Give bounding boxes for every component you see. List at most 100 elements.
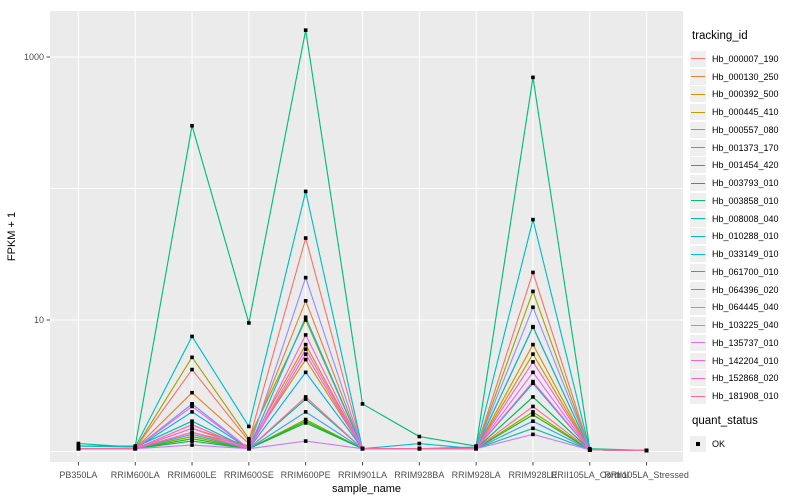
data-point [531, 270, 535, 275]
tracking-legend-item-Hb_000557_080: Hb_000557_080 [690, 121, 798, 139]
legend-panel: tracking_id Hb_000007_190 Hb_000130_250 Hb… [690, 30, 798, 453]
x-tick-label: RRII105LA_Control [551, 470, 629, 480]
tracking-legend-item-Hb_135737_010: Hb_135737_010 [690, 334, 798, 352]
tracking-legend-item-label: Hb_010288_010 [712, 231, 779, 242]
data-point [247, 436, 251, 441]
data-point [190, 436, 194, 441]
data-point [303, 318, 308, 322]
data-point [303, 189, 308, 194]
series-line-key-icon [690, 299, 706, 316]
data-point [247, 446, 251, 451]
series-line-key-icon [690, 352, 706, 369]
data-point [303, 397, 308, 401]
tracking-legend-item-label: Hb_181908_010 [712, 391, 779, 402]
tracking-legend-item-label: Hb_000392_500 [712, 89, 779, 100]
tracking-legend-item-label: Hb_003793_010 [712, 178, 779, 189]
series-line-key-icon [690, 246, 706, 263]
data-point [190, 434, 194, 439]
tracking-legend-item-label: Hb_142204_010 [712, 355, 779, 366]
y-axis-title: FPKM + 1 [6, 212, 18, 261]
data-point [303, 352, 308, 356]
tracking-legend-item-label: Hb_000130_250 [712, 71, 779, 82]
tracking-legend-item-label: Hb_000007_190 [712, 53, 779, 64]
data-point [531, 370, 535, 375]
tracking-legend-item-label: Hb_064396_020 [712, 284, 779, 295]
series-line-key-icon [690, 86, 706, 103]
tracking-legend-item-label: Hb_135737_010 [712, 337, 779, 348]
data-point [531, 419, 535, 423]
data-point [190, 367, 194, 372]
data-point [303, 357, 308, 362]
data-point [417, 446, 422, 451]
data-point [247, 441, 251, 446]
data-point [247, 444, 251, 448]
data-point [247, 439, 251, 443]
data-point [76, 446, 81, 451]
tracking-legend-item-Hb_061700_010: Hb_061700_010 [690, 263, 798, 281]
data-point [417, 441, 422, 446]
data-point [190, 410, 194, 414]
quant-legend-title: quant_status [692, 415, 758, 427]
data-point [190, 123, 194, 128]
data-point [190, 422, 194, 427]
quant-legend-item-label: OK [712, 438, 726, 449]
data-point [531, 360, 535, 364]
series-line-key-icon [690, 139, 706, 156]
data-point [303, 275, 308, 280]
tracking-legend-item-Hb_142204_010: Hb_142204_010 [690, 352, 798, 370]
data-point [303, 28, 308, 32]
plot-panel [50, 11, 683, 462]
data-point [303, 439, 308, 443]
y-tick-label: 1000 [24, 52, 44, 62]
data-point [531, 426, 535, 431]
series-line-key-icon [690, 68, 706, 85]
x-tick-label: RRII105LA_Stressed [604, 470, 689, 480]
data-point [76, 444, 81, 448]
tracking-legend-item-label: Hb_064445_040 [712, 302, 779, 313]
x-tick-label: RRIM600LA [111, 470, 160, 480]
data-point [531, 342, 535, 347]
data-point [531, 217, 535, 222]
series-line-key-icon [690, 263, 706, 280]
tracking-legend-item-label: Hb_001454_420 [712, 160, 779, 171]
series-line-key-icon [690, 388, 706, 405]
series-line-key-icon [690, 50, 706, 67]
tracking-legend-item-label: Hb_061700_010 [712, 266, 779, 277]
tracking-legend-items: Hb_000007_190 Hb_000130_250 Hb_000392_500 H… [690, 50, 798, 405]
data-point [417, 434, 422, 439]
tracking-legend-item-label: Hb_001373_170 [712, 142, 779, 153]
series-line-key-icon [690, 104, 706, 121]
series-line-key-icon [690, 317, 706, 334]
data-point [587, 448, 592, 452]
data-point [303, 347, 308, 351]
tracking-legend-item-Hb_008008_040: Hb_008008_040 [690, 210, 798, 228]
data-point [531, 395, 535, 399]
data-point [190, 419, 194, 423]
data-point [531, 75, 535, 80]
data-point [303, 315, 308, 320]
data-point [190, 426, 194, 431]
tracking-legend-item-label: Hb_000445_410 [712, 107, 779, 118]
series-line-key-icon [690, 121, 706, 138]
data-point [531, 404, 535, 409]
x-tick-label: RRIM928LE [508, 470, 557, 480]
tracking-legend-item-Hb_152868_020: Hb_152868_020 [690, 370, 798, 388]
data-point [360, 402, 365, 406]
y-tick-label: 10 [34, 315, 44, 325]
data-point [531, 379, 535, 384]
x-tick-label: RRIM600PE [281, 470, 331, 480]
quant-legend-item-ok: OK [690, 435, 798, 453]
quant-legend-items: OK [690, 435, 798, 453]
data-point [133, 446, 138, 451]
tracking-legend-item-label: Hb_003858_010 [712, 195, 779, 206]
tracking-legend-item-label: Hb_152868_020 [712, 373, 779, 384]
data-point [303, 236, 308, 240]
series-line-key-icon [690, 157, 706, 174]
data-point [190, 390, 194, 395]
tracking-legend-item-label: Hb_008008_040 [712, 213, 779, 224]
data-point [303, 370, 308, 375]
data-point [644, 448, 649, 453]
series-line-key-icon [690, 192, 706, 209]
x-tick-label: RRIM600SE [224, 470, 274, 480]
